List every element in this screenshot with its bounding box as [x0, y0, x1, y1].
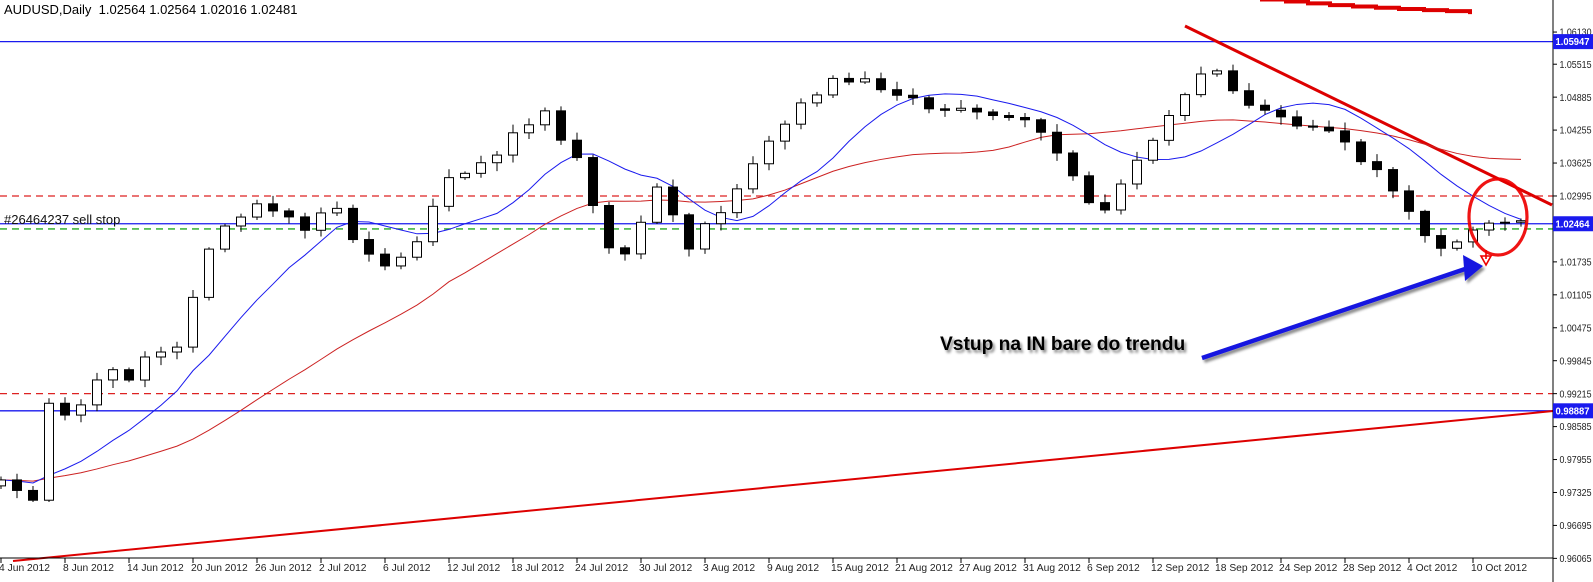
svg-text:27 Aug 2012: 27 Aug 2012: [959, 563, 1017, 574]
svg-text:12 Sep 2012: 12 Sep 2012: [1151, 563, 1210, 574]
svg-text:1.03625: 1.03625: [1560, 159, 1592, 170]
svg-text:15 Aug 2012: 15 Aug 2012: [831, 563, 889, 574]
svg-text:6 Jul 2012: 6 Jul 2012: [383, 563, 431, 574]
svg-text:30 Jul 2012: 30 Jul 2012: [639, 563, 693, 574]
svg-text:24 Jul 2012: 24 Jul 2012: [575, 563, 629, 574]
svg-text:21 Aug 2012: 21 Aug 2012: [895, 563, 953, 574]
svg-text:2 Jul 2012: 2 Jul 2012: [319, 563, 367, 574]
svg-text:0.99215: 0.99215: [1560, 389, 1592, 400]
svg-text:1.01735: 1.01735: [1560, 257, 1592, 268]
svg-text:28 Sep 2012: 28 Sep 2012: [1343, 563, 1402, 574]
svg-text:26 Jun 2012: 26 Jun 2012: [255, 563, 312, 574]
svg-text:1.05515: 1.05515: [1560, 60, 1592, 71]
svg-text:1.05947: 1.05947: [1556, 37, 1590, 48]
svg-text:0.96065: 0.96065: [1560, 554, 1592, 565]
svg-text:0.99845: 0.99845: [1560, 356, 1592, 367]
svg-text:0.98585: 0.98585: [1560, 422, 1592, 433]
svg-text:18 Sep 2012: 18 Sep 2012: [1215, 563, 1274, 574]
svg-text:4 Jun 2012: 4 Jun 2012: [0, 563, 50, 574]
svg-text:1.00475: 1.00475: [1560, 323, 1592, 334]
svg-text:0.97955: 0.97955: [1560, 455, 1592, 466]
svg-text:0.97325: 0.97325: [1560, 488, 1592, 499]
svg-text:8 Jun 2012: 8 Jun 2012: [63, 563, 114, 574]
svg-text:1.04255: 1.04255: [1560, 126, 1592, 137]
svg-text:10 Oct 2012: 10 Oct 2012: [1471, 563, 1527, 574]
svg-text:20 Jun 2012: 20 Jun 2012: [191, 563, 248, 574]
svg-text:14 Jun 2012: 14 Jun 2012: [127, 563, 184, 574]
svg-text:0.96695: 0.96695: [1560, 521, 1592, 532]
svg-text:Vstup na IN bare do trendu: Vstup na IN bare do trendu: [940, 334, 1185, 355]
svg-text:24 Sep 2012: 24 Sep 2012: [1279, 563, 1338, 574]
svg-text:0.98887: 0.98887: [1556, 406, 1590, 417]
svg-text:3 Aug 2012: 3 Aug 2012: [703, 563, 755, 574]
svg-text:18 Jul 2012: 18 Jul 2012: [511, 563, 565, 574]
svg-text:12 Jul 2012: 12 Jul 2012: [447, 563, 501, 574]
svg-text:6 Sep 2012: 6 Sep 2012: [1087, 563, 1140, 574]
svg-text:9 Aug 2012: 9 Aug 2012: [767, 563, 819, 574]
svg-text:31 Aug 2012: 31 Aug 2012: [1023, 563, 1081, 574]
svg-text:1.02464: 1.02464: [1556, 219, 1591, 230]
svg-text:1.04885: 1.04885: [1560, 93, 1592, 104]
svg-text:#26464237 sell stop: #26464237 sell stop: [4, 212, 120, 227]
svg-text:1.02995: 1.02995: [1560, 192, 1592, 203]
svg-text:1.01105: 1.01105: [1560, 290, 1592, 301]
svg-text:4 Oct 2012: 4 Oct 2012: [1407, 563, 1458, 574]
